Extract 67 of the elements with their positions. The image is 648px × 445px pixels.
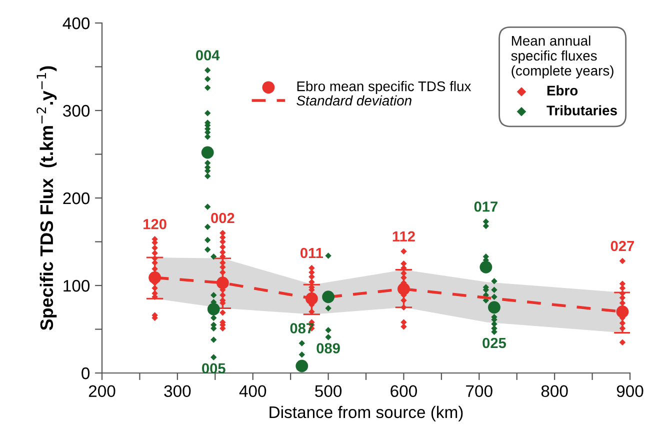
- annotation: 017: [474, 201, 498, 212]
- annotation: 004: [196, 50, 220, 60]
- point: [204, 76, 211, 82]
- point: [210, 354, 217, 360]
- y-tick-label: 300: [63, 104, 90, 117]
- legend-label: Ebro: [547, 85, 578, 96]
- x-tick-label: 900: [616, 385, 644, 398]
- y-tick-label: 200: [63, 192, 90, 204]
- point: [204, 160, 211, 166]
- annotation: 112: [392, 231, 415, 242]
- y-tick-label: 400: [62, 17, 90, 30]
- x-tick-label: 400: [239, 385, 266, 398]
- point: [210, 292, 217, 298]
- annotation: 120: [144, 218, 166, 230]
- y-tick-label: 100: [64, 280, 90, 292]
- annotation: 027: [610, 240, 634, 252]
- point: [204, 173, 211, 180]
- point: [322, 290, 334, 304]
- point: [482, 222, 490, 230]
- point: [204, 134, 211, 140]
- x-tick-label: 300: [164, 385, 191, 398]
- point: [210, 336, 217, 343]
- x-tick-label: 700: [466, 385, 492, 398]
- point: [325, 334, 332, 340]
- legend-label: Ebro mean specific TDS flux: [297, 81, 472, 94]
- legend-label: Standard deviation: [296, 95, 412, 106]
- y-axis-title: Specific TDS Flux (t.km$^{−2}$.y$^{−1}$): [36, 66, 57, 330]
- point: [207, 302, 220, 316]
- point: [491, 278, 498, 284]
- point: [216, 276, 229, 290]
- point: [204, 67, 211, 74]
- point: [204, 236, 211, 244]
- annotation: 025: [482, 338, 506, 348]
- point: [298, 340, 305, 346]
- point: [298, 352, 305, 358]
- point: [325, 305, 332, 312]
- point: [204, 84, 211, 91]
- annotation: 005: [202, 363, 226, 374]
- point: [325, 252, 332, 259]
- point: [210, 314, 217, 321]
- x-axis-title: Distance from source (km): [270, 406, 463, 422]
- point: [204, 110, 211, 116]
- point: [305, 292, 318, 305]
- point: [491, 286, 498, 293]
- point: [480, 260, 492, 274]
- annotation: 002: [211, 212, 234, 224]
- point: [148, 271, 162, 284]
- point: [204, 224, 211, 230]
- point: [204, 246, 211, 253]
- point: [398, 282, 410, 296]
- x-tick-label: 500: [315, 385, 342, 398]
- y-tick-label: 0: [82, 367, 90, 380]
- point: [325, 327, 332, 334]
- x-tick-label: 200: [88, 385, 116, 398]
- point: [204, 204, 211, 210]
- x-tick-label: 800: [541, 385, 568, 398]
- point: [491, 294, 498, 300]
- point: [210, 254, 217, 260]
- point: [296, 360, 308, 372]
- point: [488, 301, 500, 314]
- x-tick-label: 600: [390, 385, 417, 398]
- legend-title: Mean annual specific fluxes (complete years): [511, 36, 614, 78]
- legend-label: Tributaries: [546, 105, 617, 116]
- annotation: 089: [316, 343, 340, 354]
- point: [201, 146, 214, 159]
- point: [616, 306, 629, 318]
- annotation: 011: [300, 248, 324, 258]
